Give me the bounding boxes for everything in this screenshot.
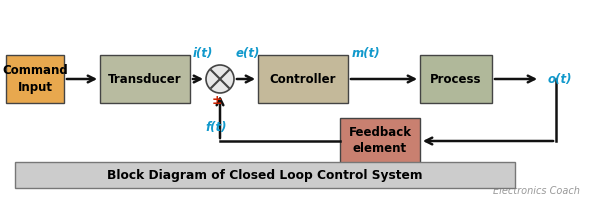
- Text: Block Diagram of Closed Loop Control System: Block Diagram of Closed Loop Control Sys…: [107, 169, 423, 181]
- Text: Command
Input: Command Input: [2, 64, 68, 94]
- Text: Feedback
element: Feedback element: [349, 126, 412, 156]
- FancyBboxPatch shape: [100, 55, 190, 103]
- Text: f(t): f(t): [205, 122, 227, 135]
- Text: Controller: Controller: [270, 73, 336, 85]
- Text: e(t): e(t): [236, 47, 260, 60]
- FancyBboxPatch shape: [258, 55, 348, 103]
- Text: Transducer: Transducer: [108, 73, 182, 85]
- Circle shape: [206, 65, 234, 93]
- Text: Electronics Coach: Electronics Coach: [493, 186, 580, 196]
- Text: i(t): i(t): [193, 47, 214, 60]
- FancyBboxPatch shape: [420, 55, 492, 103]
- Text: o(t): o(t): [548, 73, 572, 85]
- FancyBboxPatch shape: [6, 55, 64, 103]
- FancyBboxPatch shape: [340, 118, 420, 164]
- Text: ±: ±: [212, 94, 223, 107]
- Text: Process: Process: [430, 73, 482, 85]
- FancyBboxPatch shape: [15, 162, 515, 188]
- Text: m(t): m(t): [352, 47, 380, 60]
